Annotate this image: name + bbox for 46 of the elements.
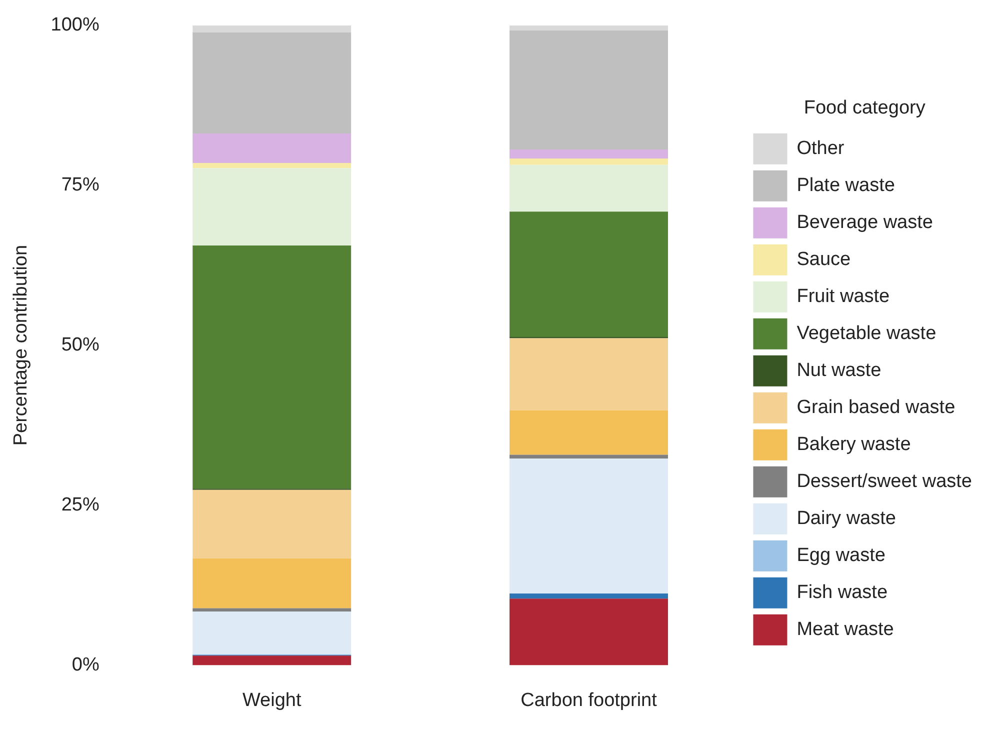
legend-title: Food category (804, 97, 926, 118)
legend-label: Vegetable waste (796, 323, 936, 344)
bar (510, 212, 668, 337)
legend-label: Dessert/sweet waste (796, 471, 972, 492)
legend-label: Nut waste (796, 360, 882, 382)
bar (192, 611, 352, 654)
bar (510, 454, 668, 459)
y-tick-label: 75% (61, 174, 100, 196)
bar (510, 338, 668, 411)
bar (510, 164, 668, 212)
bar (192, 25, 352, 32)
bar (510, 158, 668, 165)
legend-label: Grain based waste (796, 397, 956, 418)
bar (192, 245, 352, 489)
legend-label: Fruit waste (796, 286, 890, 308)
bar (510, 25, 668, 31)
legend-label: Meat waste (796, 619, 894, 640)
bar (192, 656, 352, 666)
bar (192, 32, 352, 134)
y-tick-label: 100% (50, 14, 100, 36)
legend-label: Other (796, 138, 845, 160)
bar (192, 490, 352, 558)
legend-label: Dairy waste (796, 508, 896, 530)
legend-label: Plate waste (796, 175, 895, 196)
bar (510, 598, 668, 666)
bar (510, 150, 668, 158)
legend-label: Beverage waste (796, 212, 933, 234)
legend-label: Bakery waste (796, 434, 911, 456)
bar (510, 30, 668, 150)
legend-label: Fish waste (796, 582, 888, 604)
y-tick-label: 50% (61, 334, 100, 356)
x-tick-label: Weight (242, 690, 302, 711)
bar (192, 168, 352, 246)
bar (510, 594, 668, 599)
bar (510, 458, 668, 594)
bar (192, 134, 352, 163)
legend-label: Sauce (796, 249, 851, 270)
y-tick-label: 0% (72, 654, 100, 676)
bar (510, 410, 668, 455)
y-axis-title: Percentage contribution (10, 244, 32, 446)
bar (192, 558, 352, 608)
bar (192, 162, 352, 168)
y-tick-label: 25% (61, 494, 100, 516)
x-tick-label: Carbon footprint (520, 690, 658, 711)
bar (192, 608, 352, 612)
legend-label: Egg waste (796, 545, 886, 566)
